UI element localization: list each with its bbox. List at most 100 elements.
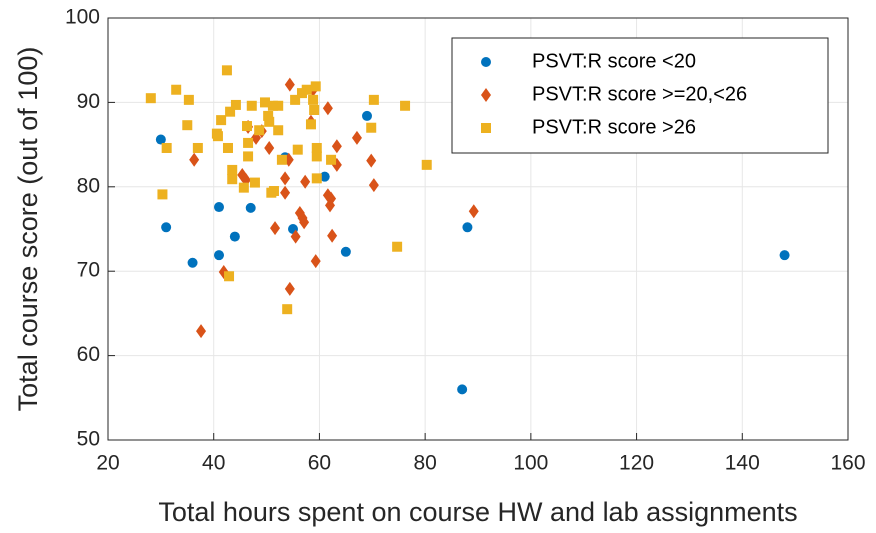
x-tick-label: 100 [513, 452, 548, 475]
point [308, 94, 319, 105]
point [300, 174, 311, 189]
legend-marker [481, 123, 491, 133]
point [229, 231, 240, 242]
point [161, 142, 172, 153]
point [264, 116, 275, 127]
point [282, 304, 293, 315]
point [368, 94, 379, 105]
point [187, 257, 198, 268]
point [243, 137, 254, 148]
point [468, 204, 479, 219]
point [155, 134, 166, 145]
point [779, 250, 790, 261]
point [196, 324, 207, 339]
point [224, 271, 235, 282]
point [322, 101, 333, 116]
plot-frame [107, 17, 849, 441]
point [214, 202, 224, 213]
point [331, 139, 342, 154]
legend-marker [481, 57, 491, 67]
point [301, 84, 312, 95]
x-tick-label: 140 [725, 452, 760, 475]
point [183, 94, 194, 105]
point [311, 173, 322, 184]
point [245, 202, 256, 213]
x-tick-label: 40 [202, 452, 225, 475]
point [368, 178, 379, 193]
legend: PSVT:R score <20 PSVT:R score >=20,<26 PSV… [451, 37, 829, 154]
point [280, 171, 291, 186]
x-tick-label: 60 [308, 452, 331, 475]
point [299, 215, 310, 230]
point [249, 177, 260, 188]
y-tick-label: 50 [77, 428, 100, 451]
point [284, 281, 295, 296]
point [366, 122, 377, 133]
point [246, 100, 257, 111]
point [290, 94, 301, 105]
point [309, 104, 320, 115]
point [145, 93, 156, 104]
point [276, 154, 287, 165]
point [292, 144, 303, 155]
point [310, 81, 321, 92]
point [263, 110, 274, 121]
point [221, 65, 232, 76]
y-axis-label: Total course score (out of 100) [13, 47, 43, 412]
point [273, 100, 284, 111]
point [212, 131, 223, 142]
legend-label: PSVT:R score >26 [532, 116, 696, 138]
point [392, 241, 403, 252]
point [270, 221, 281, 236]
point [326, 154, 337, 165]
point [268, 186, 279, 197]
point [462, 222, 473, 233]
point [311, 151, 322, 162]
x-tick-label: 160 [830, 452, 865, 475]
point [230, 99, 241, 110]
point [326, 191, 337, 206]
point [284, 77, 295, 92]
point [273, 125, 284, 136]
point [157, 189, 168, 200]
point [222, 142, 233, 153]
point [351, 130, 362, 145]
y-tick-label: 90 [77, 90, 100, 113]
point [189, 152, 200, 167]
point [161, 222, 172, 233]
point [362, 110, 372, 121]
point [242, 121, 253, 132]
point [182, 120, 193, 131]
x-axis-label: Total hours spent on course HW and lab a… [158, 497, 797, 527]
legend-marker [481, 88, 491, 102]
point [400, 100, 411, 111]
point [327, 228, 338, 243]
y-tick-label: 100 [65, 6, 100, 29]
legend-label: PSVT:R score >=20,<26 [532, 83, 747, 105]
point [267, 100, 278, 111]
point [227, 164, 238, 175]
point [264, 140, 275, 155]
point [311, 142, 322, 153]
point [310, 254, 321, 269]
point [214, 250, 224, 261]
x-tick-label: 20 [96, 452, 119, 475]
y-tick-label: 60 [77, 343, 100, 366]
point [340, 246, 351, 257]
point [305, 119, 316, 130]
point [457, 384, 468, 395]
point [238, 182, 249, 193]
point [171, 84, 182, 95]
x-tick-label: 80 [413, 452, 436, 475]
legend-box [451, 37, 829, 154]
point [227, 174, 238, 185]
point [192, 142, 203, 153]
point [254, 125, 265, 136]
y-tick-label: 80 [77, 174, 100, 197]
x-tick-label: 120 [619, 452, 654, 475]
legend-label: PSVT:R score <20 [532, 50, 696, 72]
point [319, 171, 330, 182]
point [421, 159, 432, 170]
marks [145, 65, 790, 395]
